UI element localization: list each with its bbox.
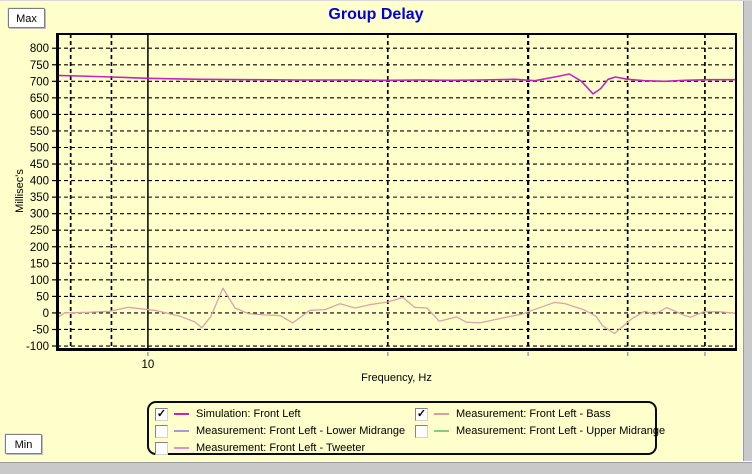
- y-tick-label: 50: [36, 291, 49, 303]
- y-tick-label: 250: [30, 225, 49, 237]
- y-tick-label: 0: [43, 308, 49, 320]
- series-line-0: [56, 73, 736, 95]
- group-delay-plot: 8007507006506005505004504003503002502001…: [26, 33, 737, 371]
- legend-checkbox[interactable]: [155, 441, 168, 455]
- legend-checkbox[interactable]: [415, 424, 428, 438]
- legend-label: Measurement: Front Left - Lower Midrange: [196, 425, 406, 437]
- y-tick-label: 700: [30, 76, 49, 88]
- legend-color-swatch: [434, 430, 449, 432]
- legend-label: Measurement: Front Left - Upper Midrange: [456, 425, 666, 437]
- y-axis-label: Millisec's: [14, 169, 26, 213]
- legend-item: Measurement: Front Left - Lower Midrange: [155, 423, 405, 439]
- y-tick-label: 100: [30, 275, 49, 287]
- min-button[interactable]: Min: [5, 434, 42, 454]
- legend-color-swatch: [174, 447, 189, 449]
- y-tick-label: 500: [30, 142, 49, 154]
- x-axis-label: Frequency, Hz: [361, 372, 432, 384]
- legend-item: ✓ Measurement: Front Left - Bass: [415, 406, 665, 422]
- y-tick-label: -50: [32, 324, 49, 336]
- y-tick-label: -100: [26, 341, 49, 353]
- legend-label: Measurement: Front Left - Tweeter: [196, 442, 366, 454]
- y-tick-label: 600: [30, 109, 49, 121]
- y-tick-label: 400: [30, 176, 49, 188]
- legend-label: Simulation: Front Left: [196, 408, 301, 420]
- y-tick-label: 550: [30, 126, 49, 138]
- series-line-1: [56, 287, 737, 335]
- y-tick-label: 350: [30, 192, 49, 204]
- legend-item: Measurement: Front Left - Tweeter: [155, 440, 405, 456]
- legend-checkbox[interactable]: [155, 424, 168, 438]
- legend-column-1: ✓ Simulation: Front Left Measurement: Fron…: [155, 406, 405, 457]
- y-tick-label: 750: [30, 60, 49, 72]
- legend-color-swatch: [174, 413, 189, 415]
- y-tick-label: 300: [30, 209, 49, 221]
- legend-box: ✓ Simulation: Front Left Measurement: Fron…: [147, 401, 665, 457]
- x-tick-label: 10: [142, 359, 155, 371]
- chart-title: Group Delay: [328, 6, 424, 23]
- legend-color-swatch: [434, 413, 449, 415]
- legend-color-swatch: [174, 430, 189, 432]
- y-tick-label: 800: [30, 43, 49, 55]
- y-tick-label: 200: [30, 242, 49, 254]
- max-button[interactable]: Max: [8, 8, 45, 28]
- legend-label: Measurement: Front Left - Bass: [456, 408, 611, 420]
- legend-checkbox[interactable]: ✓: [415, 407, 428, 421]
- y-tick-label: 650: [30, 93, 49, 105]
- legend-item: Measurement: Front Left - Upper Midrange: [415, 423, 665, 439]
- window-edge-bottom: [0, 462, 752, 474]
- y-tick-label: 450: [30, 159, 49, 171]
- legend-checkbox[interactable]: ✓: [155, 407, 168, 421]
- y-tick-label: 150: [30, 258, 49, 270]
- legend-item: ✓ Simulation: Front Left: [155, 406, 405, 422]
- window-edge-right: [743, 1, 752, 474]
- legend-column-2: ✓ Measurement: Front Left - Bass Measureme…: [415, 406, 665, 440]
